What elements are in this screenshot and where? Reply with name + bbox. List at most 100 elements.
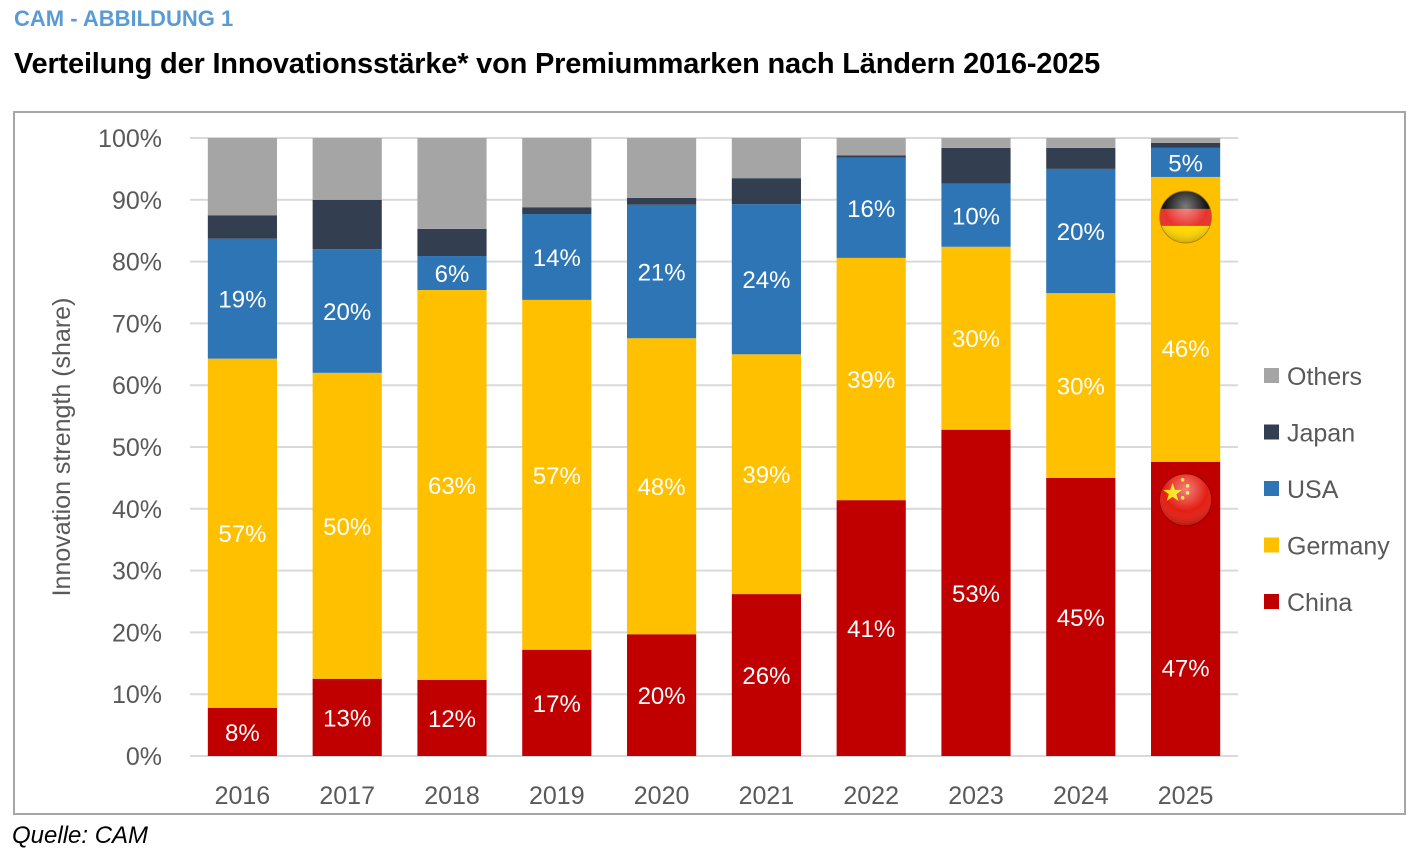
bar-stack-2016: 8% 57% 19% (207, 138, 277, 756)
legend-swatch (1264, 424, 1279, 440)
data-label-germany: 30% (952, 326, 1000, 353)
bar-segment-usa (1151, 147, 1221, 177)
bar-segment-japan (941, 147, 1011, 184)
legend-label: USA (1287, 476, 1339, 504)
bar-segment-japan (417, 228, 487, 257)
data-label-usa: 5% (1168, 150, 1203, 177)
bar-segment-others (312, 138, 382, 200)
bar-segment-japan (627, 197, 697, 205)
bar-segment-china (522, 649, 592, 756)
y-axis-label: Innovation strength (share) (48, 298, 76, 597)
bar-segment-china (1046, 477, 1116, 756)
x-tick-label: 2021 (739, 782, 795, 810)
bar-segment-china (836, 500, 906, 756)
data-label-germany: 30% (1057, 374, 1105, 401)
data-label-germany: 50% (323, 514, 371, 541)
x-tick-label: 2025 (1158, 782, 1214, 810)
legend: Others Japan USA Germany China (1264, 363, 1390, 617)
bar-stack-2021: 26% 39% 24% (731, 138, 801, 756)
bar-stack-2018: 12% 63% 6% (417, 138, 487, 756)
data-label-germany: 39% (742, 462, 790, 489)
bar-segment-usa (417, 256, 487, 291)
bar-segment-china (417, 679, 487, 756)
y-tick-label: 0% (126, 743, 162, 771)
bar-segment-china (941, 429, 1011, 756)
bar-segment-others (417, 138, 487, 229)
data-label-usa: 16% (847, 196, 895, 223)
x-tick-label: 2023 (948, 782, 1004, 810)
data-label-usa: 21% (638, 259, 686, 286)
legend-label: Japan (1287, 420, 1355, 448)
legend-item-japan: Japan (1264, 420, 1355, 448)
bar-segment-usa (627, 204, 697, 339)
data-label-usa: 20% (323, 299, 371, 326)
data-label-usa: 20% (1057, 219, 1105, 246)
y-tick-label: 50% (112, 434, 162, 462)
bar-segment-japan (312, 199, 382, 250)
data-label-china: 47% (1162, 656, 1210, 683)
source-note: Quelle: CAM (12, 822, 149, 849)
data-label-germany: 63% (428, 473, 476, 500)
y-tick-label: 30% (112, 558, 162, 586)
bars: 8% 57% 19% 13% 50% 20% 12% 63% 6% 17% 57% 14% 20% 48%… (207, 138, 1221, 756)
bar-segment-germany (941, 246, 1011, 430)
data-label-germany: 39% (847, 367, 895, 394)
bar-segment-china (731, 594, 801, 756)
y-tick-label: 20% (112, 619, 162, 647)
bar-segment-china (312, 678, 382, 756)
chart-frame (13, 111, 1406, 815)
y-tick-label: 10% (112, 681, 162, 709)
y-tick-label: 100% (98, 125, 162, 153)
bar-segment-others (941, 138, 1011, 148)
bar-stack-2017: 13% 50% 20% (312, 138, 382, 756)
bar-segment-japan (836, 155, 906, 158)
legend-item-china: China (1264, 589, 1352, 617)
bar-stack-2023: 53% 30% 10% (941, 138, 1011, 756)
legend-swatch (1264, 481, 1279, 496)
bar-segment-others (731, 138, 801, 179)
bar-segment-japan (522, 207, 592, 215)
bar-segment-germany (1046, 293, 1116, 478)
data-label-usa: 10% (952, 203, 1000, 230)
x-tick-label: 2022 (843, 782, 899, 810)
bar-segment-china (207, 707, 277, 756)
bar-segment-japan (207, 215, 277, 239)
bar-segment-germany (312, 372, 382, 679)
bar-segment-germany (207, 358, 277, 708)
bar-segment-germany (627, 338, 697, 635)
data-label-china: 26% (742, 663, 790, 690)
bar-segment-germany (522, 299, 592, 650)
legend-swatch (1264, 594, 1279, 609)
x-axis-ticks: 2016 2017 2018 2019 2020 2021 2022 2023 2024 2025 (215, 782, 1214, 810)
flag-annotations (1159, 190, 1212, 527)
data-label-china: 53% (952, 581, 1000, 608)
germany-flag-icon (1159, 190, 1212, 244)
bar-segment-others (1151, 138, 1221, 143)
legend-swatch (1264, 368, 1279, 383)
y-tick-label: 80% (112, 249, 162, 277)
bar-segment-usa (941, 183, 1011, 247)
chart-title: Verteilung der Innovationsstärke* von Pr… (14, 48, 1100, 80)
x-tick-label: 2017 (319, 782, 375, 810)
legend-swatch (1264, 537, 1279, 553)
data-label-germany: 57% (533, 463, 581, 490)
data-label-china: 45% (1057, 605, 1105, 632)
legend-label: China (1287, 589, 1352, 617)
bar-stack-2022: 41% 39% 16% (836, 138, 906, 756)
data-label-china: 17% (533, 691, 581, 718)
legend-label: Others (1287, 363, 1362, 391)
y-tick-label: 40% (112, 496, 162, 524)
legend-item-usa: USA (1264, 476, 1339, 504)
bar-stack-2019: 17% 57% 14% (522, 138, 592, 756)
bar-segment-japan (731, 178, 801, 205)
bar-segment-germany (731, 354, 801, 595)
y-tick-label: 90% (112, 187, 162, 215)
bar-segment-usa (312, 249, 382, 373)
bar-segment-japan (1151, 142, 1221, 148)
data-label-china: 13% (323, 705, 371, 732)
bar-segment-china (627, 634, 697, 756)
bar-segment-others (836, 138, 906, 156)
bar-segment-others (207, 138, 277, 216)
x-tick-label: 2020 (634, 782, 690, 810)
data-label-china: 41% (847, 616, 895, 643)
